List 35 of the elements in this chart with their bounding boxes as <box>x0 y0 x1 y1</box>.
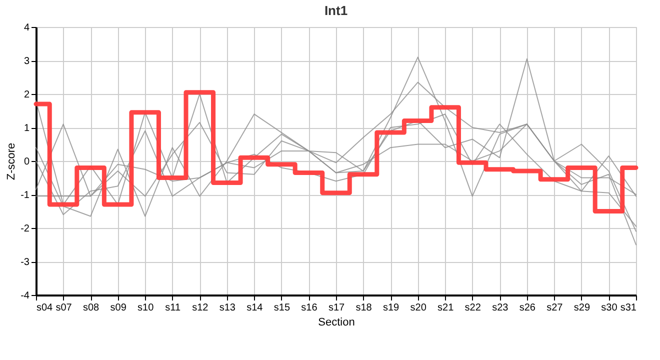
y-tick-label: 0 <box>24 156 30 168</box>
y-tick-label: 1 <box>24 123 30 134</box>
y-tick-label: 2 <box>24 90 30 100</box>
x-tick-label: s20 <box>410 302 427 314</box>
y-tick-label: -4 <box>20 290 30 302</box>
x-tick-label: s30 <box>601 302 618 314</box>
x-tick-label: s26 <box>519 302 536 314</box>
x-tick-label: s21 <box>438 302 454 314</box>
y-tick-label: -1 <box>20 190 30 201</box>
y-tick-label: 3 <box>24 56 30 67</box>
x-tick-label: s29 <box>574 302 590 314</box>
x-tick-label: s22 <box>464 302 482 314</box>
x-tick-label: s27 <box>546 302 564 314</box>
x-tick-label: s13 <box>219 302 236 314</box>
x-tick-label: s08 <box>82 302 100 314</box>
x-tick-label: s11 <box>165 302 181 314</box>
x-tick-label: s31 <box>620 302 637 314</box>
y-tick-label: 4 <box>24 22 30 34</box>
x-tick-label: s14 <box>246 302 264 314</box>
x-tick-label: s09 <box>110 302 127 314</box>
x-tick-label: s23 <box>492 302 509 314</box>
x-tick-label: s12 <box>192 302 209 314</box>
x-axis-title: Section <box>318 316 355 328</box>
y-tick-label: -3 <box>20 257 30 268</box>
x-tick-label: s10 <box>138 302 154 314</box>
x-tick-label: s15 <box>274 302 290 314</box>
x-tick-label: s04 <box>36 302 54 314</box>
x-tick-label: s07 <box>56 302 72 314</box>
chart-title: Int1 <box>324 3 348 18</box>
y-tick-label: -2 <box>20 224 30 234</box>
x-tick-label: s19 <box>382 302 400 314</box>
y-axis-title: Z-score <box>6 142 18 180</box>
x-tick-label: s16 <box>301 302 318 314</box>
x-tick-label: s17 <box>328 302 345 314</box>
x-tick-label: s18 <box>356 302 372 314</box>
